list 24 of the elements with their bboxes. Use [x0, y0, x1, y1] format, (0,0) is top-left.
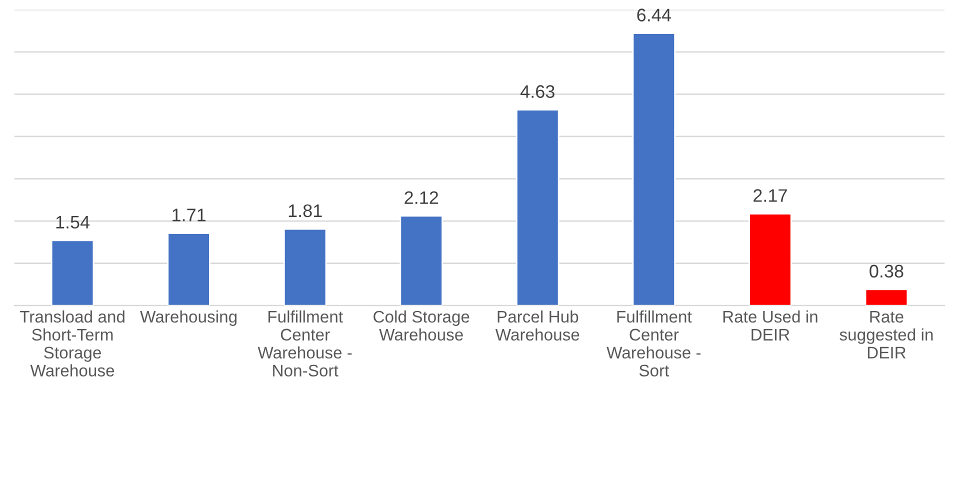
x-tick-label: Transload and Short-Term Storage Warehouse — [20, 310, 124, 377]
x-tick-label: Warehousing — [140, 310, 237, 326]
x-tick-label: Cold Storage Warehouse — [374, 310, 470, 341]
x-tick-label: Parcel Hub Warehouse — [495, 310, 580, 341]
bar — [50, 240, 94, 306]
bar — [864, 288, 908, 306]
bar — [632, 32, 676, 306]
bar — [516, 109, 560, 306]
x-tick-label: Fulfillment Center Warehouse - Sort — [606, 310, 701, 377]
x-tick-label: Rate Used in DEIR — [723, 310, 818, 340]
bar — [748, 213, 792, 306]
bar — [400, 215, 443, 306]
x-tick-label: Fulfillment Center Warehouse - Non-Sort — [258, 310, 352, 377]
data-label: 1.81 — [288, 204, 322, 218]
bar — [283, 228, 327, 306]
data-label: 1.71 — [172, 208, 206, 222]
bar — [167, 232, 210, 306]
x-tick-label: Rate suggested in DEIR — [840, 311, 933, 358]
data-label: 6.44 — [637, 8, 671, 22]
data-label: 0.38 — [870, 264, 904, 278]
data-label: 2.17 — [754, 189, 787, 202]
data-label: 4.63 — [520, 85, 554, 98]
data-label: 1.54 — [56, 216, 90, 229]
data-label: 2.12 — [404, 191, 438, 204]
